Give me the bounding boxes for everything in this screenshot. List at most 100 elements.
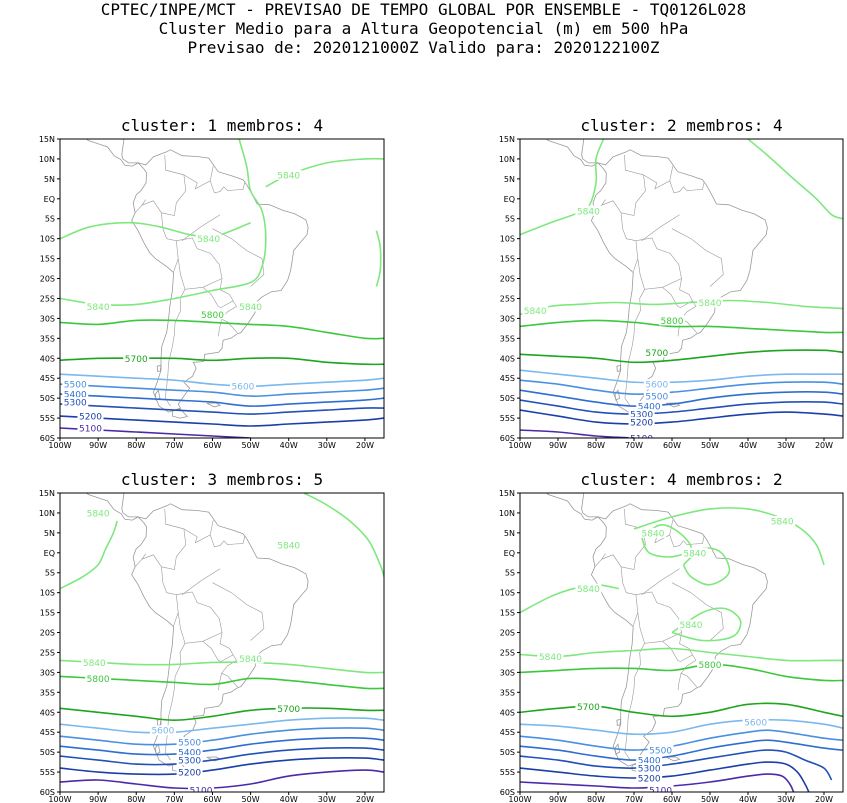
country-border	[161, 212, 179, 272]
country-border	[218, 319, 222, 337]
x-tick-label: 30W	[318, 441, 336, 450]
x-tick-label: 40W	[280, 795, 298, 803]
y-tick-label: 20S	[500, 629, 515, 638]
contour-label-bg	[176, 747, 203, 758]
y-tick-label: 20S	[500, 275, 515, 284]
contour-label-bg	[176, 767, 203, 778]
contour-line-5600	[60, 373, 384, 388]
coastline-island	[614, 389, 621, 401]
country-border	[677, 673, 682, 691]
contour-label-bg	[77, 411, 104, 422]
contour-label-5840: 5840	[771, 517, 794, 527]
country-border	[161, 566, 179, 626]
contour-label-5500: 5500	[645, 393, 668, 403]
contour-line-5840	[60, 659, 384, 674]
contour-line-5840	[303, 493, 384, 577]
y-tick-label: 25S	[40, 648, 55, 657]
chart-title: cluster: 2 membros: 4	[580, 116, 782, 135]
contour-line-5400	[60, 737, 384, 756]
y-tick-label: 25S	[500, 648, 515, 657]
contour-label-5840: 5840	[577, 585, 600, 595]
contour-line-5840	[520, 139, 605, 236]
header-title-line-2: Cluster Medio para a Altura Geopotencial…	[158, 19, 689, 38]
country-border	[202, 278, 234, 308]
country-border	[621, 508, 646, 570]
x-tick-label: 80W	[127, 441, 145, 450]
y-tick-label: 15S	[40, 609, 55, 618]
x-tick-label: 100W	[508, 441, 531, 450]
header: CPTEC/INPE/MCT - PREVISAO DE TEMPO GLOBA…	[0, 0, 847, 57]
x-tick-label: 20W	[815, 441, 833, 450]
contour-line-5840	[520, 299, 843, 316]
contour-label-5600: 5600	[645, 381, 668, 391]
contour-line-5840	[375, 230, 382, 287]
y-tick-label: 55S	[500, 414, 515, 423]
contour-line-5100	[520, 773, 795, 792]
contour-label-5800: 5800	[87, 675, 110, 685]
chart-title: cluster: 3 membros: 5	[121, 470, 323, 489]
chart-title: cluster: 1 membros: 4	[121, 116, 323, 135]
x-tick-label: 50W	[701, 441, 719, 450]
y-tick-label: 5S	[45, 215, 55, 224]
y-tick-label: 30S	[40, 668, 55, 677]
y-tick-label: 45S	[40, 728, 55, 737]
chart-panel-4: cluster: 4 membros: 25840584058405840584…	[499, 470, 844, 803]
contour-label-bg	[123, 353, 150, 364]
contour-label-5700: 5700	[577, 703, 600, 713]
coastline-central-america	[85, 139, 140, 167]
contour-label-bg	[149, 725, 176, 736]
contour-label-bg	[636, 763, 663, 774]
contour-label-bg	[636, 773, 663, 784]
contour-label-5200: 5200	[638, 775, 661, 785]
chart-panel-2: cluster: 2 membros: 4 5840 5840 5840 5800 570…	[499, 116, 844, 450]
contour-line-5600	[520, 369, 843, 384]
coastline-island	[616, 364, 622, 372]
contour-line-5400	[520, 389, 843, 407]
x-tick-label: 70W	[625, 441, 643, 450]
contour-label-bg	[81, 657, 108, 668]
contour-line-5840	[747, 139, 843, 220]
contour-label-bg	[643, 391, 670, 402]
country-border	[624, 289, 645, 407]
contour-label-bg	[678, 619, 704, 630]
contour-label-5840: 5840	[277, 541, 300, 551]
y-tick-label: 50S	[40, 394, 55, 403]
contour-line-5800	[520, 663, 843, 682]
contour-line-5600	[60, 717, 384, 734]
contour-label-5700: 5700	[125, 355, 148, 365]
contour-line-5700	[520, 349, 843, 364]
coastline-central-america	[85, 493, 140, 521]
y-tick-label: 15N	[499, 489, 515, 498]
y-tick-label: 40S	[40, 708, 55, 717]
contour-line-5800	[520, 319, 843, 334]
country-border	[641, 568, 680, 595]
x-tick-label: 20W	[356, 441, 374, 450]
x-tick-label: 80W	[587, 795, 605, 803]
country-border	[601, 200, 622, 213]
contour-label-5200: 5200	[630, 419, 653, 429]
x-tick-label: 30W	[318, 795, 336, 803]
contour-label-bg	[275, 169, 302, 180]
contour-label-5500: 5500	[649, 747, 672, 757]
contour-label-bg	[62, 379, 89, 390]
x-tick-label: 100W	[48, 441, 71, 450]
map-layer: 5840 5840 5840 5800 5700 5600 5500540053005200…	[520, 139, 843, 438]
contour-line-5840	[60, 520, 118, 590]
x-tick-label: 60W	[663, 441, 681, 450]
country-border	[209, 534, 246, 548]
contour-label-5840: 5840	[577, 207, 600, 217]
contour-label-5500: 5500	[64, 381, 87, 391]
contour-label-bg	[229, 381, 256, 392]
contour-label-bg	[647, 745, 674, 756]
contour-line-5300	[60, 403, 384, 415]
contour-line-5300	[520, 749, 833, 781]
contour-label-bg	[199, 309, 226, 320]
y-tick-label: 15S	[40, 255, 55, 264]
y-tick-label: 10S	[40, 235, 55, 244]
country-border	[671, 228, 724, 287]
y-tick-label: 55S	[40, 414, 55, 423]
contour-label-5400: 5400	[178, 749, 201, 759]
x-tick-label: 40W	[280, 441, 298, 450]
country-border	[161, 508, 187, 570]
map-frame	[59, 492, 385, 793]
